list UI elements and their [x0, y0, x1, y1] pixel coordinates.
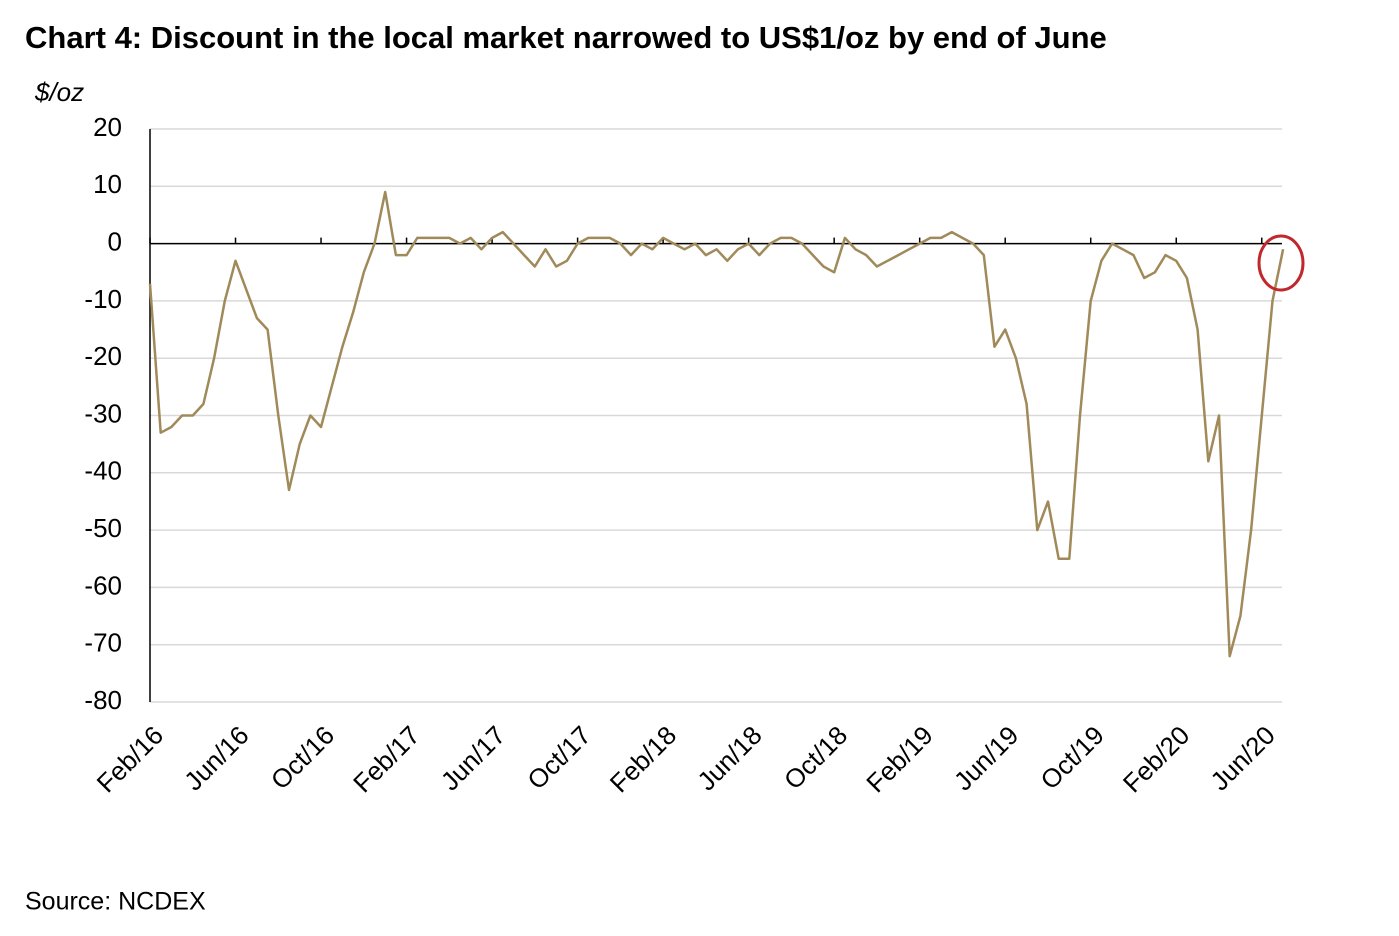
y-tick-label: -20: [84, 341, 122, 371]
chart-title: Chart 4: Discount in the local market na…: [25, 20, 1107, 55]
data-line: [148, 190, 1285, 658]
x-tick-label: Jun/19: [948, 720, 1024, 796]
y-tick-label: 10: [93, 169, 122, 199]
x-tick-label: Jun/20: [1204, 720, 1280, 796]
x-tick-label: Feb/17: [347, 720, 425, 798]
x-tick-label: Feb/16: [91, 720, 169, 798]
source: Source: NCDEX: [25, 888, 206, 916]
x-tick-label: Feb/19: [860, 720, 938, 798]
x-tick-label: Oct/19: [1034, 720, 1109, 795]
x-tick-label: Jun/17: [435, 720, 511, 796]
y-tick-label: -30: [84, 398, 122, 428]
y-tick-label: -80: [84, 685, 122, 715]
y-tick-label: -40: [84, 456, 122, 486]
x-tick-label: Jun/16: [178, 720, 254, 796]
y-tick-label: 0: [108, 226, 122, 256]
x-tick-label: Jun/18: [691, 720, 767, 796]
x-tick-label: Oct/17: [521, 720, 596, 795]
y-tick-label: -70: [84, 628, 122, 658]
y-tick-label: 20: [93, 112, 122, 142]
highlight-circle: [1257, 234, 1305, 292]
x-tick-label: Oct/16: [265, 720, 340, 795]
x-tick-label: Oct/18: [778, 720, 853, 795]
y-tick-label: -10: [84, 284, 122, 314]
y-axis-label: $/oz: [34, 77, 84, 107]
y-tick-label: -50: [84, 513, 122, 543]
x-tick-label: Feb/18: [604, 720, 682, 798]
x-tick-label: Feb/20: [1117, 720, 1195, 798]
y-tick-label: -60: [84, 570, 122, 600]
